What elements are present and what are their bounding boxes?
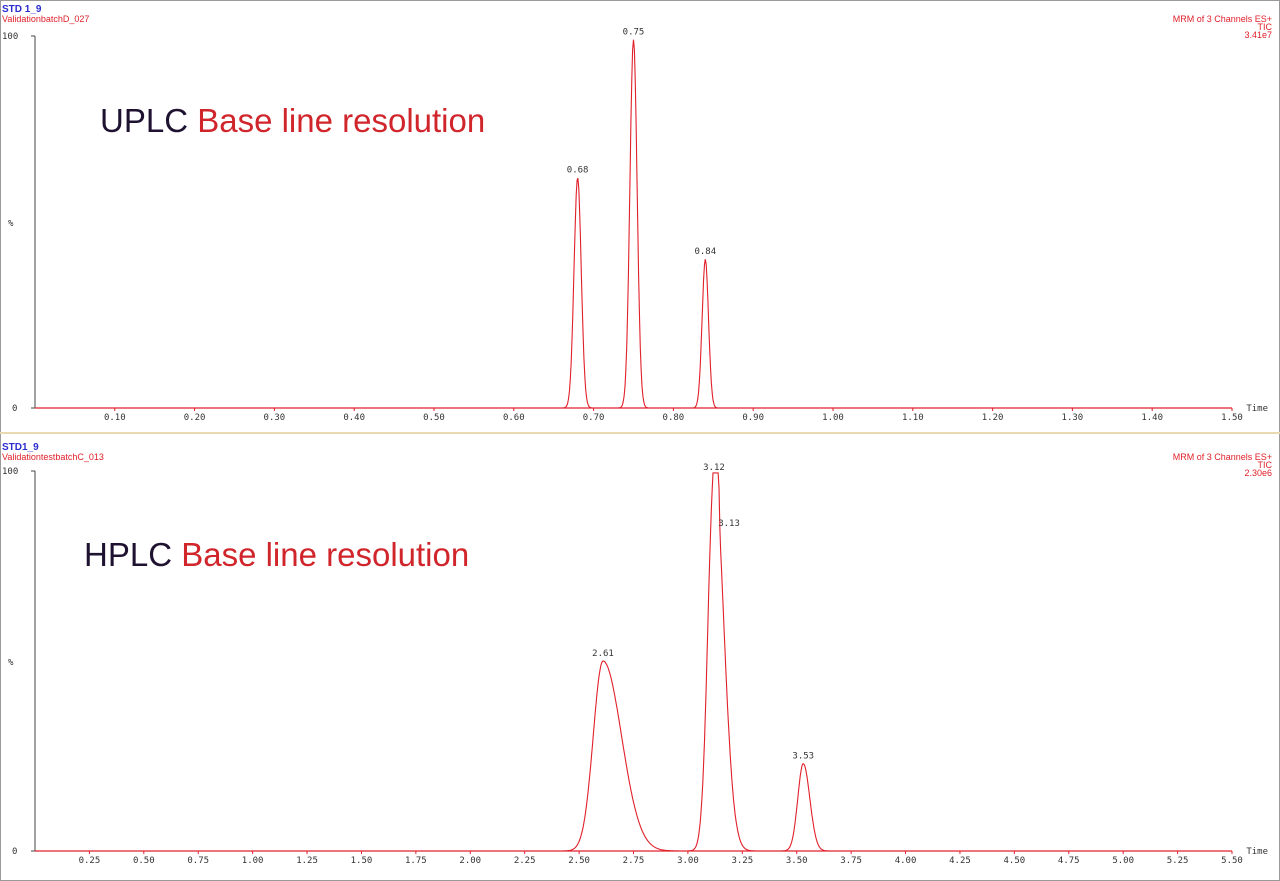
uplc-y-tick-label-top: 100 bbox=[2, 32, 18, 42]
uplc-channel-info: MRM of 3 Channels ES+ bbox=[1173, 14, 1272, 24]
uplc-x-tick-label-11: 1.20 bbox=[982, 413, 1004, 423]
hplc-peak-label-0: 2.61 bbox=[592, 649, 614, 659]
uplc-x-tick-label-4: 0.50 bbox=[423, 413, 445, 423]
uplc-y-tick-label-bottom: 0 bbox=[12, 404, 17, 414]
uplc-y-axis-label: % bbox=[8, 219, 14, 229]
hplc-x-tick-label-12: 3.25 bbox=[731, 856, 753, 866]
uplc-x-tick-label-5: 0.60 bbox=[503, 413, 525, 423]
hplc-x-tick-label-2: 0.75 bbox=[187, 856, 209, 866]
hplc-annotation-prefix: HPLC bbox=[84, 536, 173, 573]
uplc-trace-line bbox=[35, 39, 1232, 409]
uplc-peak-label-2: 0.84 bbox=[694, 247, 716, 257]
hplc-x-tick-label-19: 5.00 bbox=[1112, 856, 1134, 866]
hplc-x-axis-label: Time bbox=[1246, 847, 1268, 857]
uplc-peak-label-0: 0.68 bbox=[567, 165, 589, 175]
hplc-x-tick-label-0: 0.25 bbox=[79, 856, 101, 866]
hplc-x-tick-label-5: 1.50 bbox=[351, 856, 373, 866]
hplc-x-tick-label-16: 4.25 bbox=[949, 856, 971, 866]
hplc-y-tick-label-bottom: 0 bbox=[12, 847, 17, 857]
hplc-intensity: 2.30e6 bbox=[1244, 468, 1272, 478]
hplc-chart-panel: STD1_9 ValidationtestbatchC_013 MRM of 3 C… bbox=[0, 438, 1280, 878]
hplc-x-tick-label-20: 5.25 bbox=[1167, 856, 1189, 866]
hplc-x-tick-label-7: 2.00 bbox=[459, 856, 481, 866]
hplc-annotation: HPLC Base line resolution bbox=[84, 536, 469, 574]
hplc-x-tick-label-13: 3.50 bbox=[786, 856, 808, 866]
hplc-sample-id: STD1_9 bbox=[2, 442, 39, 453]
uplc-x-axis-label: Time bbox=[1246, 404, 1268, 414]
uplc-annotation: UPLC Base line resolution bbox=[100, 102, 485, 140]
uplc-x-tick-label-1: 0.20 bbox=[184, 413, 206, 423]
uplc-x-tick-label-6: 0.70 bbox=[583, 413, 605, 423]
hplc-trace-line bbox=[35, 472, 1232, 852]
uplc-x-tick-label-8: 0.90 bbox=[742, 413, 764, 423]
uplc-x-tick-label-7: 0.80 bbox=[663, 413, 685, 423]
hplc-x-tick-label-1: 0.50 bbox=[133, 856, 155, 866]
hplc-trace-type: TIC bbox=[1258, 460, 1273, 470]
hplc-y-tick-label-top: 100 bbox=[2, 467, 18, 477]
hplc-annotation-suffix: Base line resolution bbox=[181, 536, 470, 573]
uplc-annotation-prefix: UPLC bbox=[100, 102, 189, 139]
hplc-peak-label-1: 3.12 bbox=[703, 463, 725, 473]
uplc-x-tick-label-3: 0.40 bbox=[343, 413, 365, 423]
hplc-peak-label-2: 3.13 bbox=[718, 519, 740, 529]
uplc-x-tick-label-13: 1.40 bbox=[1141, 413, 1163, 423]
hplc-x-tick-label-3: 1.00 bbox=[242, 856, 264, 866]
hplc-x-tick-label-6: 1.75 bbox=[405, 856, 427, 866]
uplc-file-name: ValidationbatchD_027 bbox=[2, 14, 89, 24]
uplc-x-tick-label-9: 1.00 bbox=[822, 413, 844, 423]
uplc-x-tick-label-2: 0.30 bbox=[264, 413, 286, 423]
hplc-channel-info: MRM of 3 Channels ES+ bbox=[1173, 452, 1272, 462]
uplc-x-tick-label-0: 0.10 bbox=[104, 413, 126, 423]
uplc-chart-panel: STD 1_9 ValidationbatchD_027 MRM of 3 Chan… bbox=[0, 0, 1280, 430]
hplc-x-tick-label-17: 4.50 bbox=[1004, 856, 1026, 866]
hplc-x-tick-label-18: 4.75 bbox=[1058, 856, 1080, 866]
uplc-annotation-suffix: Base line resolution bbox=[197, 102, 486, 139]
hplc-x-tick-label-8: 2.25 bbox=[514, 856, 536, 866]
uplc-trace-type: TIC bbox=[1258, 22, 1273, 32]
uplc-sample-id: STD 1_9 bbox=[2, 4, 42, 15]
hplc-x-tick-label-9: 2.50 bbox=[568, 856, 590, 866]
uplc-x-tick-label-12: 1.30 bbox=[1062, 413, 1084, 423]
hplc-peak-label-3: 3.53 bbox=[792, 752, 814, 762]
panel-divider bbox=[0, 432, 1280, 434]
hplc-x-tick-label-14: 3.75 bbox=[840, 856, 862, 866]
hplc-x-tick-label-10: 2.75 bbox=[623, 856, 645, 866]
hplc-y-axis-label: % bbox=[8, 658, 14, 668]
uplc-peak-label-1: 0.75 bbox=[623, 28, 645, 38]
uplc-x-tick-label-14: 1.50 bbox=[1221, 413, 1243, 423]
hplc-x-tick-label-11: 3.00 bbox=[677, 856, 699, 866]
hplc-file-name: ValidationtestbatchC_013 bbox=[2, 452, 104, 462]
hplc-x-tick-label-21: 5.50 bbox=[1221, 856, 1243, 866]
hplc-x-tick-label-4: 1.25 bbox=[296, 856, 318, 866]
uplc-x-tick-label-10: 1.10 bbox=[902, 413, 924, 423]
uplc-intensity: 3.41e7 bbox=[1244, 30, 1272, 40]
hplc-x-tick-label-15: 4.00 bbox=[895, 856, 917, 866]
